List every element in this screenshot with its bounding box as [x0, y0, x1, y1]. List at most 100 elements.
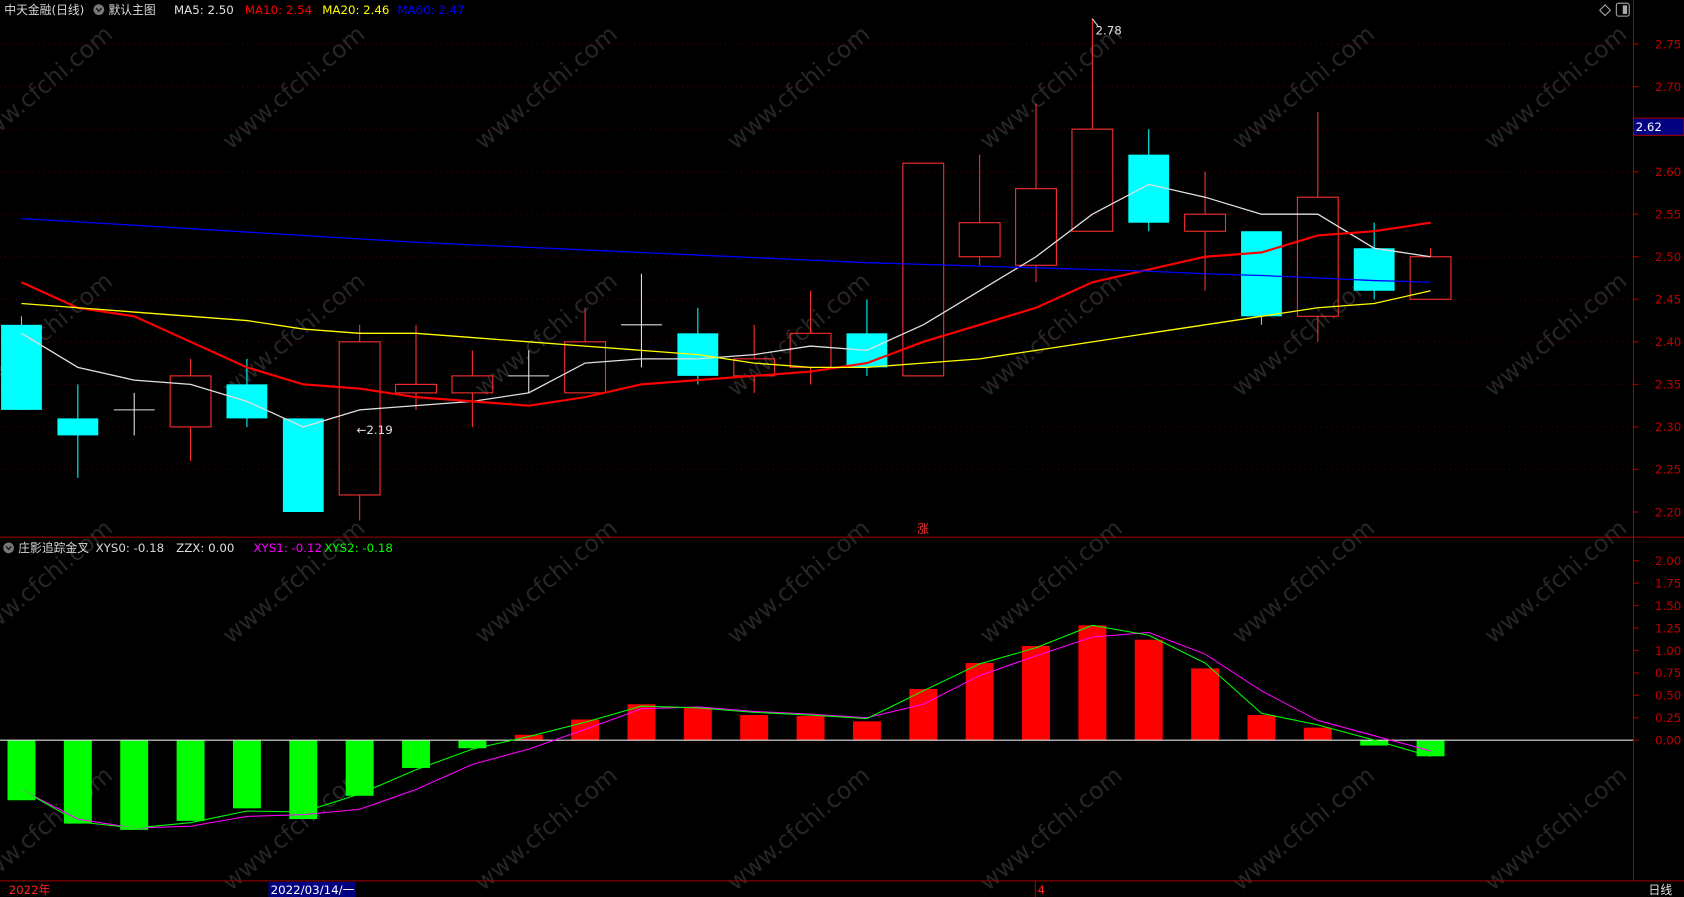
- chart-title: 中天金融(日线): [4, 3, 84, 17]
- indicator-panel: [0, 624, 1634, 830]
- xys0-bar: [514, 734, 543, 741]
- candle-body: [1015, 188, 1057, 266]
- ma5-label: MA5: 2.50: [174, 3, 234, 17]
- candle: [621, 273, 662, 368]
- candle: [451, 350, 494, 427]
- xys0-bar: [627, 704, 656, 741]
- candle: [113, 392, 155, 436]
- indicator-name: 庄影追踪金叉: [18, 541, 89, 555]
- xys0-bar: [965, 663, 994, 741]
- current-price-badge: [1632, 117, 1684, 136]
- indicator-tick-label: 0.50: [1655, 689, 1681, 703]
- candle: [1353, 222, 1395, 300]
- indicator-tick-label: 0.75: [1655, 666, 1681, 680]
- candle-body: [1, 324, 42, 410]
- xys0-bar: [176, 740, 205, 821]
- xys1-line: [21, 631, 1431, 829]
- candle-body: [1241, 231, 1282, 317]
- candle-body: [451, 375, 494, 394]
- xys0-bar: [909, 689, 938, 741]
- xys0-bar: [458, 740, 487, 749]
- candle: [677, 307, 719, 385]
- xys0-bar: [7, 740, 36, 801]
- zzx-label: ZZX: 0.00: [176, 541, 234, 555]
- indicator-tick-label: 1.50: [1655, 599, 1681, 613]
- candle-body: [395, 383, 437, 394]
- candle: [1, 316, 42, 410]
- chevron-glyph: [5, 545, 12, 551]
- indicator-tick-label: 1.75: [1655, 576, 1681, 590]
- ma20-line: [21, 290, 1431, 368]
- low-annotation: ←2.19: [357, 423, 393, 437]
- current-price: 2.62: [1636, 120, 1662, 134]
- price-tick-label: 2.25: [1655, 463, 1681, 477]
- xys0-bar: [1078, 625, 1107, 741]
- xys0-bar: [1416, 740, 1445, 757]
- price-tick-label: 2.75: [1655, 37, 1681, 51]
- indicator-tick-label: 0.25: [1655, 711, 1681, 725]
- candle: [564, 307, 607, 394]
- price-tick-label: 2.50: [1655, 250, 1681, 264]
- price-tick-label: 2.70: [1655, 80, 1681, 94]
- xys0-bar: [402, 740, 430, 768]
- price-panel: [1, 18, 1452, 521]
- candle-body: [169, 375, 212, 428]
- xys0-bar: [1360, 740, 1389, 746]
- xys0-bar: [1022, 645, 1050, 741]
- price-tick-label: 2.30: [1655, 420, 1681, 434]
- candle: [395, 324, 437, 410]
- candle: [1184, 171, 1227, 291]
- price-tick-label: 2.20: [1655, 505, 1681, 519]
- xys0-label: XYS0: -0.18: [96, 541, 165, 555]
- candle: [902, 162, 945, 377]
- xys1-label: XYS1: -0.12: [253, 541, 322, 555]
- main-chart-menu[interactable]: 默认主图: [108, 3, 155, 17]
- high-annotation: 2.78: [1095, 23, 1121, 37]
- candle-body: [282, 418, 324, 512]
- xys0-bar: [120, 740, 149, 830]
- candle-body: [958, 222, 1001, 258]
- ma10-label: MA10: 2.54: [245, 3, 312, 17]
- panel-toggle-glyph: [1622, 5, 1628, 14]
- xys0-bar: [345, 740, 374, 796]
- xys0-bar: [63, 740, 92, 824]
- price-tick-label: 2.45: [1655, 293, 1681, 307]
- candle: [508, 350, 550, 393]
- candle-body: [564, 341, 607, 394]
- period-button[interactable]: 日线: [1649, 883, 1673, 897]
- candle-body: [1353, 248, 1395, 291]
- candle-body: [902, 162, 945, 377]
- price-tick-label: 2.35: [1655, 378, 1681, 392]
- cursor-date-badge: [268, 881, 356, 897]
- price-gridlines: [0, 43, 1634, 513]
- xys0-bar: [232, 740, 261, 809]
- diamond-icon[interactable]: [1598, 4, 1612, 17]
- xys0-bar: [289, 740, 318, 820]
- price-tick-label: 2.40: [1655, 335, 1681, 349]
- cursor-date: 2022/03/14/一: [271, 883, 355, 897]
- xys2-label: XYS2: -0.18: [324, 541, 393, 555]
- xys0-bar: [1191, 668, 1220, 741]
- ma20-label: MA20: 2.46: [322, 3, 389, 17]
- candle-body: [1296, 196, 1339, 317]
- month-label: 4: [1037, 883, 1045, 897]
- candle: [1241, 231, 1282, 325]
- indicator-tick-label: 2.00: [1655, 554, 1681, 568]
- ma5-line: [21, 183, 1431, 428]
- chevron-glyph: [95, 7, 102, 13]
- candle: [169, 358, 212, 461]
- candle-body: [1071, 128, 1114, 232]
- chevron-down-icon[interactable]: [3, 542, 14, 554]
- candle-body: [1128, 154, 1170, 223]
- candle: [1128, 129, 1170, 232]
- panel-toggle-icon[interactable]: [1615, 2, 1630, 17]
- indicator-tick-label: 0.00: [1655, 733, 1681, 747]
- high-pointer: [1091, 18, 1100, 28]
- ma60-label: MA60: 2.47: [397, 3, 464, 17]
- chevron-down-icon[interactable]: [93, 4, 105, 16]
- candle-body: [1184, 213, 1227, 232]
- candle: [958, 154, 1001, 266]
- candle-body: [57, 418, 99, 436]
- xys0-bar: [1134, 639, 1163, 741]
